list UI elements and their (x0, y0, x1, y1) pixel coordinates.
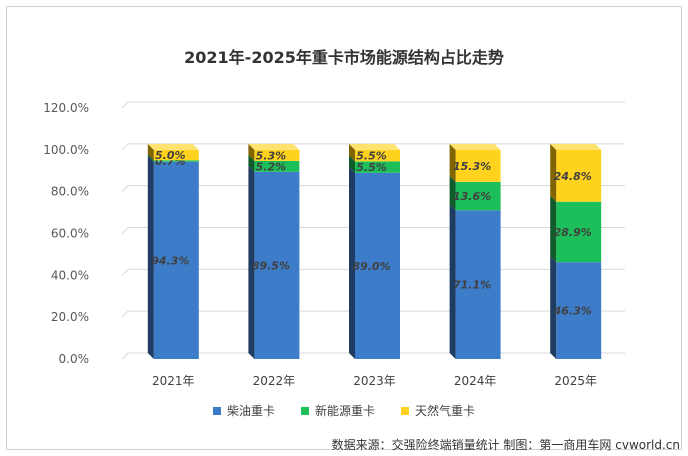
bar-0-0 (153, 161, 199, 359)
y-tick-label-3: 60.0% (51, 227, 89, 241)
data-label-1-2: 5.3% (256, 149, 287, 162)
bar-top-1 (248, 143, 300, 150)
legend-label-new-energy: 新能源重卡 (314, 404, 375, 418)
bar-side-2-2 (349, 143, 355, 162)
bar-side-1-1 (248, 154, 255, 172)
source-note: 数据来源：交强险终端销量统计 制图：第一商用车网 cvworld.cn (331, 438, 680, 452)
data-label-0-0: 94.3% (151, 254, 189, 267)
bar-1-2 (254, 149, 300, 161)
bar-top-3 (449, 143, 501, 150)
bar-3-0 (455, 210, 501, 359)
gridline-6 (121, 101, 625, 109)
bar-side-4-1 (550, 195, 557, 263)
bar-top-2 (349, 143, 400, 150)
data-label-4-0: 46.3% (553, 305, 592, 318)
bar-1-0 (254, 171, 300, 359)
x-tick-label-2: 2023年 (353, 374, 396, 388)
bar-side-3-0 (449, 204, 456, 359)
legend: 柴油重卡 新能源重卡 天然气重卡 (0, 402, 688, 419)
bar-2-0 (355, 172, 400, 359)
bar-side-4-2 (550, 143, 557, 202)
bar-0-1 (153, 160, 199, 162)
legend-label-natural-gas: 天然气重卡 (415, 404, 476, 418)
y-tick-label-0: 0.0% (59, 352, 90, 366)
bar-4-0 (556, 262, 602, 359)
data-label-2-0: 89.0% (352, 260, 390, 273)
legend-swatch-diesel (212, 406, 221, 415)
y-tick-label-6: 120.0% (43, 101, 89, 115)
legend-item-diesel: 柴油重卡 (212, 402, 275, 419)
data-label-3-2: 15.3% (453, 160, 491, 173)
data-label-1-0: 89.5% (252, 259, 290, 272)
data-label-4-2: 24.8% (554, 170, 592, 183)
bar-side-2-0 (349, 166, 355, 359)
bar-side-1-2 (248, 143, 255, 161)
bar-side-1-0 (248, 165, 255, 359)
x-tick-label-3: 2024年 (454, 374, 497, 388)
x-tick-label-0: 2021年 (152, 374, 195, 388)
bar-side-4-0 (550, 256, 557, 359)
data-label-2-1: 5.5% (356, 161, 387, 174)
bar-3-2 (455, 149, 501, 182)
x-tick-label-4: 2025年 (554, 374, 597, 388)
bar-4-2 (556, 149, 602, 202)
chart-title: 2021年-2025年重卡市场能源结构占比走势 (184, 48, 504, 67)
bar-side-0-2 (147, 143, 154, 161)
legend-swatch-natural-gas (401, 406, 409, 415)
bar-side-0-0 (147, 155, 154, 359)
data-label-0-2: 5.0% (155, 149, 186, 162)
bar-2-2 (355, 149, 400, 162)
data-label-3-1: 13.6% (453, 190, 491, 203)
bar-2-1 (355, 161, 400, 173)
y-tick-label-2: 40.0% (51, 268, 89, 282)
legend-item-natural-gas: 天然气重卡 (401, 402, 475, 419)
data-label-4-1: 28.9% (554, 226, 592, 239)
x-tick-label-1: 2022年 (253, 374, 296, 388)
bar-side-3-1 (449, 175, 456, 211)
bar-top-4 (550, 143, 602, 150)
bar-top-0 (147, 143, 199, 150)
legend-swatch-new-energy (300, 406, 309, 415)
y-tick-label-5: 100.0% (43, 143, 89, 157)
legend-label-diesel: 柴油重卡 (226, 404, 275, 418)
data-label-1-1: 5.2% (256, 160, 287, 173)
bar-side-3-2 (449, 143, 456, 182)
bar-4-1 (556, 201, 602, 263)
y-tick-label-1: 20.0% (51, 310, 89, 324)
data-label-2-2: 5.5% (356, 150, 387, 163)
y-tick-label-4: 80.0% (51, 185, 89, 199)
bar-1-1 (254, 160, 300, 172)
data-label-3-0: 71.1% (453, 279, 491, 292)
legend-item-new-energy: 新能源重卡 (300, 402, 375, 419)
bar-0-2 (153, 149, 199, 161)
bar-side-0-1 (147, 154, 154, 162)
bar-3-1 (455, 181, 501, 211)
bar-side-2-1 (349, 155, 355, 173)
